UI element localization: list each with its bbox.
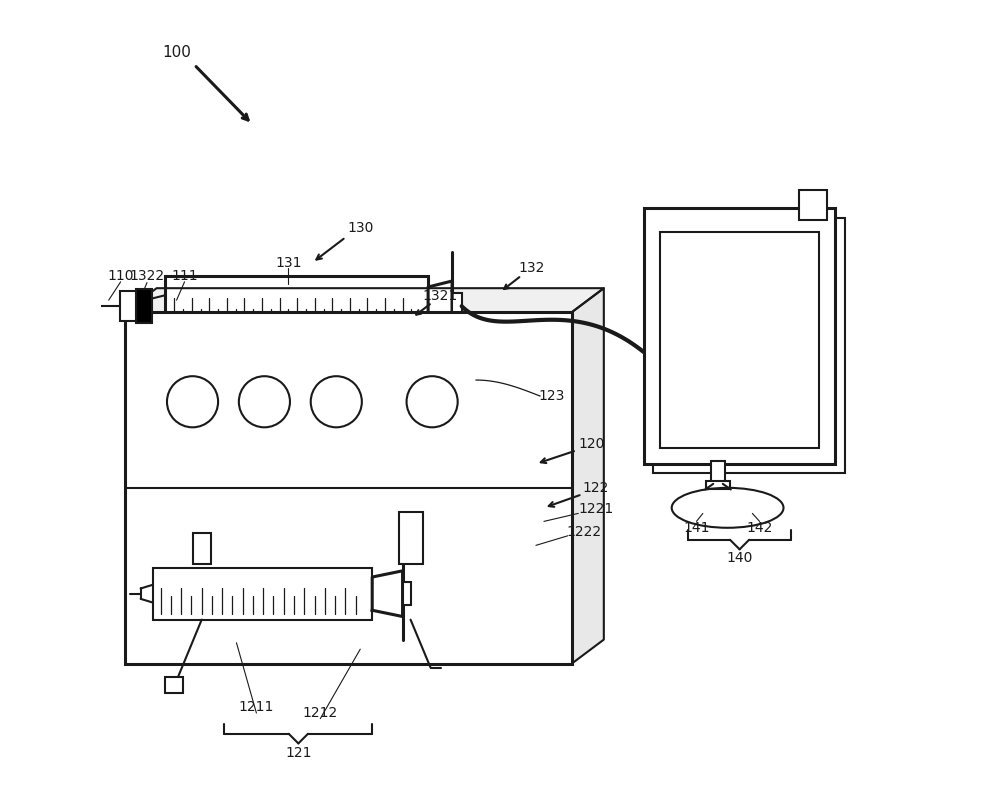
Bar [403, 582, 411, 605]
Bar [452, 293, 462, 319]
Text: 120: 120 [579, 437, 605, 451]
Bar [653, 218, 845, 474]
Text: 1322: 1322 [129, 270, 165, 283]
Polygon shape [428, 281, 452, 331]
Text: 142: 142 [746, 521, 773, 534]
Text: 130: 130 [347, 222, 373, 235]
Bar [153, 568, 372, 620]
Bar [706, 482, 730, 490]
Bar [193, 534, 211, 564]
Text: 1222: 1222 [566, 525, 601, 538]
Polygon shape [572, 288, 604, 663]
Bar [399, 512, 423, 564]
Text: 111: 111 [171, 270, 198, 283]
Text: 1211: 1211 [239, 701, 274, 714]
Text: 122: 122 [583, 481, 609, 495]
Text: 123: 123 [539, 389, 565, 403]
Text: 132: 132 [519, 262, 545, 275]
Bar [125, 312, 572, 663]
Polygon shape [125, 288, 604, 312]
Text: 140: 140 [726, 551, 753, 565]
Text: 141: 141 [683, 521, 710, 534]
Bar [660, 232, 819, 448]
Bar [165, 677, 183, 693]
Bar [644, 208, 835, 464]
Text: 100: 100 [162, 45, 191, 60]
Text: 110: 110 [107, 270, 134, 283]
Bar [120, 291, 136, 321]
Bar [165, 276, 428, 336]
Bar [799, 190, 827, 220]
Bar [711, 462, 725, 484]
Text: 1212: 1212 [303, 706, 338, 720]
Polygon shape [372, 571, 403, 617]
Bar [136, 290, 152, 323]
Text: 1321: 1321 [422, 289, 458, 303]
Text: 131: 131 [275, 256, 302, 270]
Text: 121: 121 [285, 746, 312, 760]
Text: 1221: 1221 [578, 502, 613, 517]
